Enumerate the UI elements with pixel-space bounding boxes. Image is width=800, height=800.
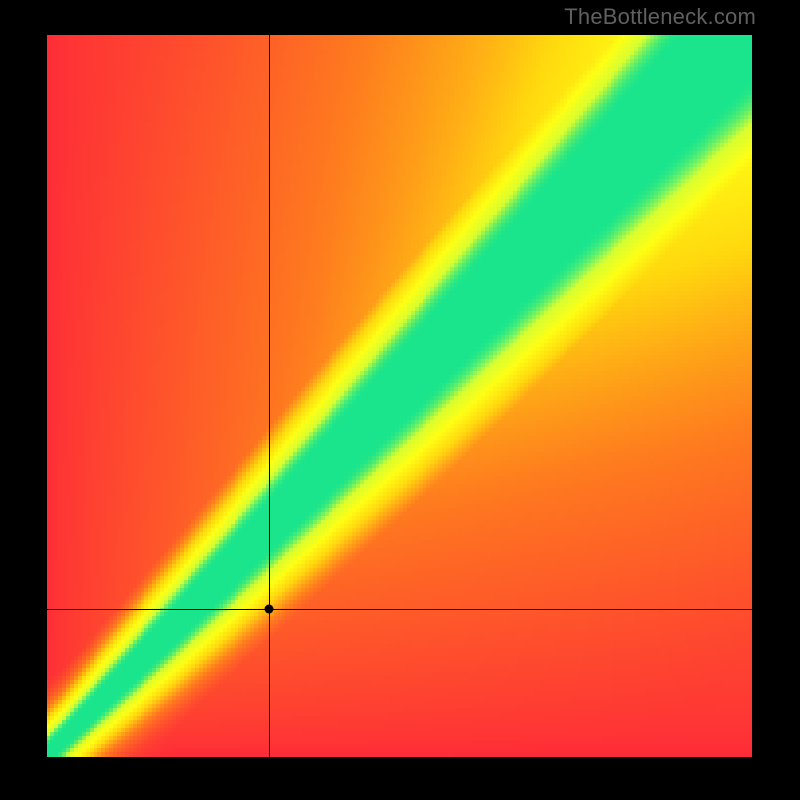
watermark-text: TheBottleneck.com bbox=[564, 4, 756, 30]
bottleneck-heatmap bbox=[47, 35, 752, 757]
crosshair-vertical bbox=[269, 35, 270, 757]
crosshair-horizontal bbox=[47, 609, 752, 610]
data-point-dot bbox=[265, 604, 274, 613]
heatmap-canvas bbox=[47, 35, 752, 757]
